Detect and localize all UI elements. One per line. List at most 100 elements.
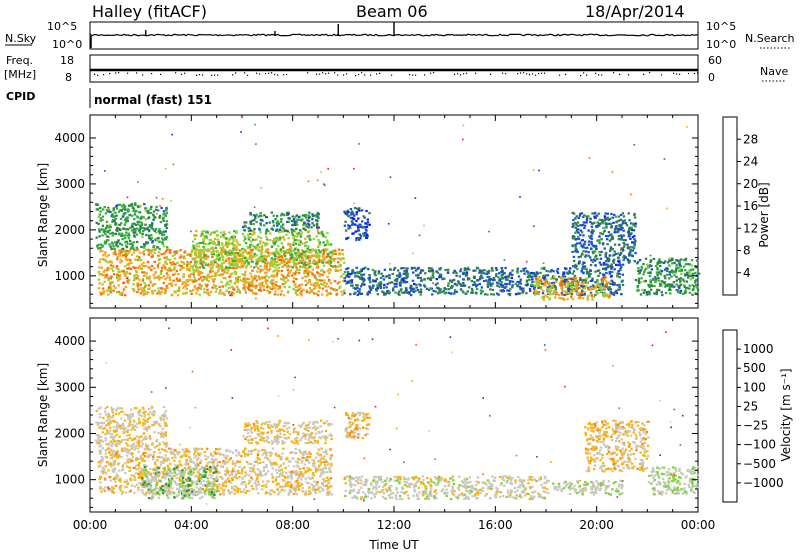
data-cell: [678, 286, 681, 289]
data-cell: [540, 282, 543, 285]
data-cell: [200, 261, 204, 264]
data-cell: [135, 233, 139, 236]
data-cell: [197, 477, 201, 481]
data-cell: [377, 282, 381, 285]
data-cell: [405, 289, 408, 292]
data-cell: [189, 254, 192, 257]
data-cell: [336, 265, 339, 268]
data-cell: [399, 274, 402, 277]
data-cell: [276, 472, 279, 475]
data-cell: [193, 492, 196, 495]
data-cell: [259, 265, 262, 268]
data-cell: [639, 269, 642, 272]
data-cell: [101, 457, 105, 460]
nave-point: [181, 73, 183, 75]
data-cell: [214, 290, 218, 293]
data-cell: [194, 253, 197, 256]
data-cell: [310, 255, 313, 258]
data-cell: [621, 283, 625, 286]
data-cell: [534, 291, 538, 294]
data-cell: [292, 249, 296, 252]
data-cell: [109, 210, 112, 214]
data-cell: [147, 217, 150, 220]
data-cell: [607, 235, 610, 238]
data-cell: [126, 277, 129, 280]
data-cell: [152, 215, 156, 218]
data-cell: [284, 485, 287, 488]
data-cell: [212, 280, 215, 283]
data-cell: [312, 237, 315, 241]
data-cell: [466, 290, 469, 293]
data-cell: [135, 283, 139, 286]
data-cell: [405, 270, 408, 273]
data-cell: [351, 284, 354, 287]
data-cell: [247, 236, 250, 239]
data-cell: [542, 298, 545, 301]
data-cell: [260, 253, 263, 256]
data-cell: [583, 265, 587, 268]
data-cell: [551, 275, 555, 278]
nsearch-tick-bottom: 10^0: [706, 38, 736, 51]
data-cell: [99, 487, 102, 490]
data-cell: [288, 274, 291, 277]
data-cell: [675, 275, 678, 279]
data-cell: [162, 264, 166, 268]
data-cell: [562, 271, 565, 274]
data-cell: [517, 275, 521, 278]
data-cell: [195, 245, 198, 248]
data-cell: [368, 287, 372, 290]
data-cell: [359, 234, 363, 237]
data-cell: [226, 272, 229, 275]
data-cell: [291, 233, 295, 236]
data-cell: [312, 254, 315, 257]
data-cell: [660, 291, 663, 294]
data-cell: [243, 235, 246, 238]
nave-point: [265, 72, 267, 75]
data-cell: [561, 293, 564, 296]
data-cell: [211, 246, 214, 249]
data-cell: [594, 264, 597, 267]
data-cell: [406, 291, 410, 294]
data-cell: [618, 285, 621, 288]
data-cell: [181, 282, 184, 285]
data-cell: [365, 209, 368, 213]
data-cell: [488, 279, 491, 282]
data-cell: [122, 207, 125, 211]
data-cell: [105, 220, 109, 223]
data-cell: [237, 258, 240, 261]
data-cell: [509, 287, 512, 290]
data-cell: [273, 282, 276, 285]
data-cell: [475, 285, 478, 288]
data-cell: [450, 292, 453, 295]
data-cell: [307, 470, 310, 473]
data-cell: [360, 274, 364, 277]
data-cell: [126, 451, 129, 454]
data-cell: [668, 288, 671, 292]
data-cell: [342, 279, 345, 283]
data-cell: [126, 234, 130, 237]
data-cell: [112, 449, 116, 453]
data-cell: [395, 285, 398, 288]
data-cell: [152, 467, 155, 470]
data-cell: [633, 216, 637, 219]
data-cell: [235, 230, 238, 233]
data-cell: [479, 292, 483, 295]
data-cell: [403, 280, 407, 284]
data-cell: [477, 279, 480, 282]
data-cell: [237, 288, 240, 291]
data-cell: [135, 277, 139, 280]
data-cell: [599, 286, 602, 289]
data-cell: [570, 280, 573, 283]
data-cell: [622, 242, 625, 245]
data-cell: [605, 252, 608, 255]
data-cell: [164, 454, 167, 457]
data-cell: [526, 276, 530, 279]
data-cell: [306, 466, 309, 470]
data-cell: [163, 292, 167, 295]
data-cell: [150, 264, 154, 268]
data-cell: [566, 298, 569, 301]
data-cell: [618, 224, 621, 227]
data-cell: [101, 244, 104, 247]
data-cell: [619, 237, 622, 241]
data-cell: [439, 275, 443, 278]
